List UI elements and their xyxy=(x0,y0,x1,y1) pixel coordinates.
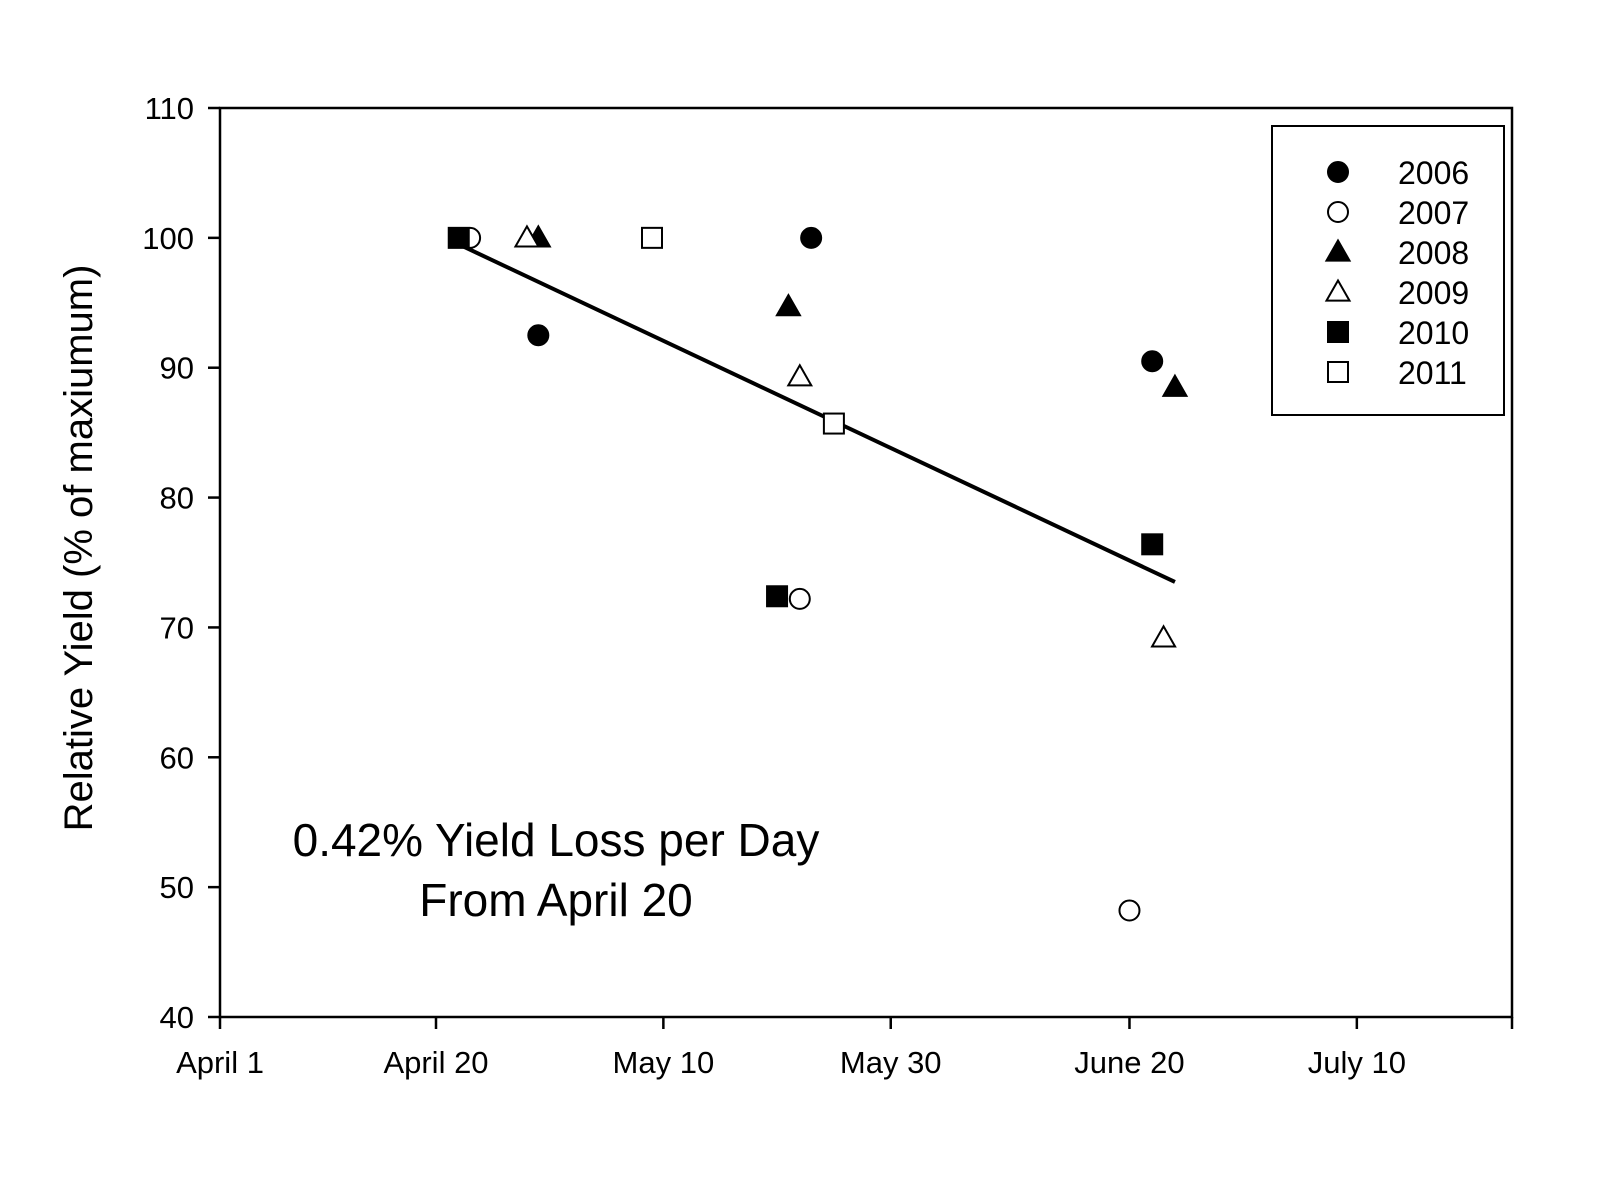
legend-label-2010: 2010 xyxy=(1398,315,1469,351)
x-tick-label: April 20 xyxy=(383,1045,488,1080)
y-axis-title: Relative Yield (% of maxiumum) xyxy=(57,265,101,832)
x-tick-label: July 10 xyxy=(1308,1045,1406,1080)
legend-label-2011: 2011 xyxy=(1398,355,1467,391)
regression-line xyxy=(457,242,1176,584)
data-point-2010 xyxy=(1141,533,1164,556)
data-point-2009 xyxy=(513,224,541,248)
data-point-2006 xyxy=(1141,350,1164,373)
y-tick-label: 110 xyxy=(145,91,194,126)
data-point-2011 xyxy=(641,226,663,249)
regression-line-group xyxy=(457,242,1176,584)
legend-marker-2007 xyxy=(1327,201,1349,223)
x-tick-label: June 20 xyxy=(1074,1045,1184,1080)
data-point-2010 xyxy=(766,585,789,608)
x-tick-label: May 30 xyxy=(840,1045,942,1080)
data-point-2011 xyxy=(822,412,845,435)
data-point-2007 xyxy=(788,587,811,610)
legend-label-2006: 2006 xyxy=(1398,155,1469,191)
legend-box xyxy=(1271,125,1505,416)
legend-marker-2006 xyxy=(1327,161,1349,183)
legend-label-2009: 2009 xyxy=(1398,275,1469,311)
data-point-2008 xyxy=(775,293,802,317)
x-tick-label: April 1 xyxy=(176,1045,264,1080)
legend-marker-2010 xyxy=(1327,321,1349,343)
data-point-2007 xyxy=(1118,899,1141,922)
y-tick-label: 80 xyxy=(160,481,194,516)
data-point-2010 xyxy=(447,226,470,249)
y-tick-label: 60 xyxy=(160,740,194,775)
legend-label-2007: 2007 xyxy=(1398,195,1469,231)
legend-label-2008: 2008 xyxy=(1398,235,1469,271)
plot-frame xyxy=(218,106,1514,1019)
legend-marker-2009 xyxy=(1324,278,1352,302)
annotation-line-2: From April 20 xyxy=(419,874,693,926)
annotation-line-1: 0.42% Yield Loss per Day xyxy=(293,814,820,866)
axis-ticks: 40 50 60 70 80 90 100 110 April 1 April 20 May 10 M… xyxy=(142,91,1514,1080)
data-point-2009 xyxy=(1150,624,1177,648)
legend: 2006 2007 2008 2009 2010 2011 xyxy=(1271,125,1505,416)
legend-marker-2011 xyxy=(1327,361,1349,383)
y-tick-label: 50 xyxy=(160,870,194,905)
x-tick-label: May 10 xyxy=(613,1045,715,1080)
legend-marker-2008 xyxy=(1324,238,1352,262)
data-points xyxy=(447,224,1189,922)
data-point-2009 xyxy=(786,363,814,387)
y-tick-label: 90 xyxy=(160,351,194,386)
y-tick-label: 70 xyxy=(160,610,194,645)
data-point-2008 xyxy=(1161,373,1189,397)
y-tick-label: 40 xyxy=(160,1000,194,1035)
axes xyxy=(218,106,1514,1019)
y-tick-label: 100 xyxy=(142,221,194,256)
data-point-2006 xyxy=(527,324,550,347)
data-point-2006 xyxy=(800,226,823,249)
